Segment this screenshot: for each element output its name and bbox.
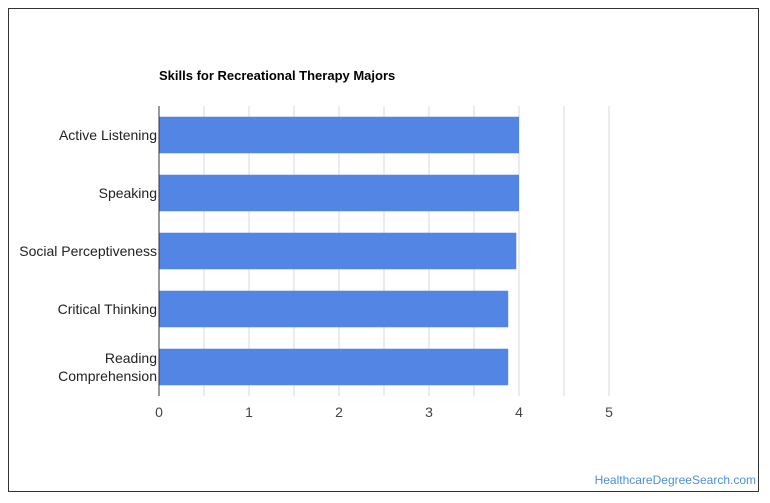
x-tick-label: 3 — [425, 404, 433, 420]
x-tick-labels: 0 1 2 3 4 5 — [155, 404, 613, 420]
bar — [159, 290, 509, 328]
category-label: Reading Comprehension — [58, 350, 157, 384]
category-label: Speaking — [99, 185, 157, 201]
category-label: Critical Thinking — [58, 301, 157, 317]
source-link[interactable]: HealthcareDegreeSearch.com — [594, 473, 756, 487]
bar — [159, 174, 519, 212]
bar — [159, 232, 517, 270]
chart-title: Skills for Recreational Therapy Majors — [159, 68, 396, 83]
x-tick-label: 2 — [335, 404, 343, 420]
bar — [159, 116, 519, 154]
category-label: Active Listening — [59, 127, 157, 143]
x-tick-label: 5 — [605, 404, 613, 420]
category-label: Social Perceptiveness — [19, 243, 157, 259]
bars — [159, 116, 519, 386]
x-tick-label: 0 — [155, 404, 163, 420]
bar — [159, 348, 509, 386]
category-labels: Active Listening Speaking Social Perceptiv… — [19, 127, 157, 384]
x-tick-label: 1 — [245, 404, 253, 420]
x-tick-label: 4 — [515, 404, 523, 420]
